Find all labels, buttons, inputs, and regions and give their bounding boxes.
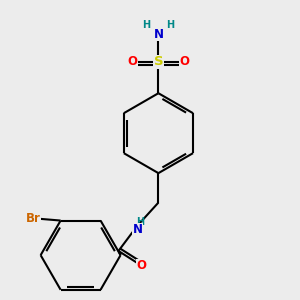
- Text: H: H: [142, 20, 151, 30]
- Text: O: O: [127, 55, 137, 68]
- Text: N: N: [132, 224, 142, 236]
- Text: O: O: [179, 55, 190, 68]
- Text: H: H: [166, 20, 174, 30]
- Text: S: S: [154, 55, 163, 68]
- Text: Br: Br: [26, 212, 41, 225]
- Text: O: O: [136, 259, 147, 272]
- Text: H: H: [136, 217, 144, 226]
- Text: N: N: [153, 28, 164, 41]
